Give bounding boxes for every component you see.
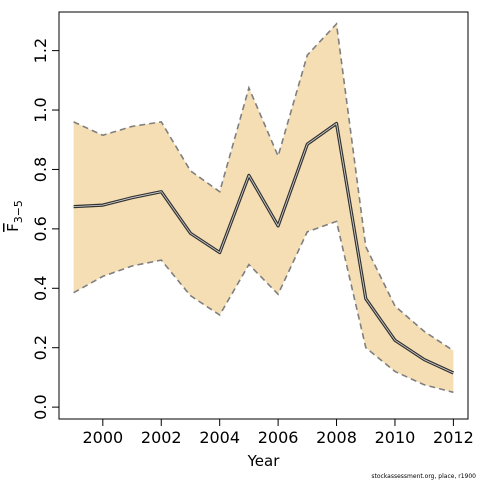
upper-bound-line bbox=[73, 22, 454, 352]
x-tick-label: 2012 bbox=[433, 428, 474, 447]
y-tick-label: 1.2 bbox=[31, 38, 50, 63]
y-tick-label: 0.8 bbox=[31, 157, 50, 182]
x-tick-label: 2008 bbox=[316, 428, 357, 447]
x-tick-label: 2004 bbox=[199, 428, 240, 447]
x-tick-label: 2002 bbox=[141, 428, 182, 447]
plot-frame bbox=[58, 11, 469, 420]
y-axis-label-subscript: 3−5 bbox=[12, 200, 25, 223]
y-tick-label: 0.4 bbox=[31, 276, 50, 301]
y-axis: 0.0 0.2 0.4 0.6 0.8 1.0 1.2 bbox=[31, 38, 59, 420]
x-tick-label: 2000 bbox=[82, 428, 123, 447]
x-tick-label: 2010 bbox=[375, 428, 416, 447]
y-tick-label: 0.0 bbox=[31, 394, 50, 419]
x-axis: 2000 2002 2004 2006 2008 2010 2012 bbox=[82, 419, 474, 447]
y-tick-label: 0.6 bbox=[31, 216, 50, 241]
svg-text:F3−5: F3−5 bbox=[4, 200, 25, 232]
confidence-band bbox=[73, 23, 454, 393]
credit-text: stockassessment.org, place, r1900 bbox=[371, 473, 476, 480]
series-line-layer bbox=[73, 121, 455, 375]
y-tick-label: 0.2 bbox=[31, 335, 50, 360]
y-axis-label-main: F bbox=[4, 223, 22, 232]
lower-bound-line bbox=[73, 220, 454, 394]
estimate-line-highlight bbox=[73, 123, 454, 374]
y-tick-label: 1.0 bbox=[31, 97, 50, 122]
x-axis-label: Year bbox=[247, 452, 281, 470]
confidence-band-layer bbox=[73, 22, 454, 394]
x-tick-label: 2006 bbox=[258, 428, 299, 447]
y-axis-label: F3−5 bbox=[4, 200, 25, 232]
